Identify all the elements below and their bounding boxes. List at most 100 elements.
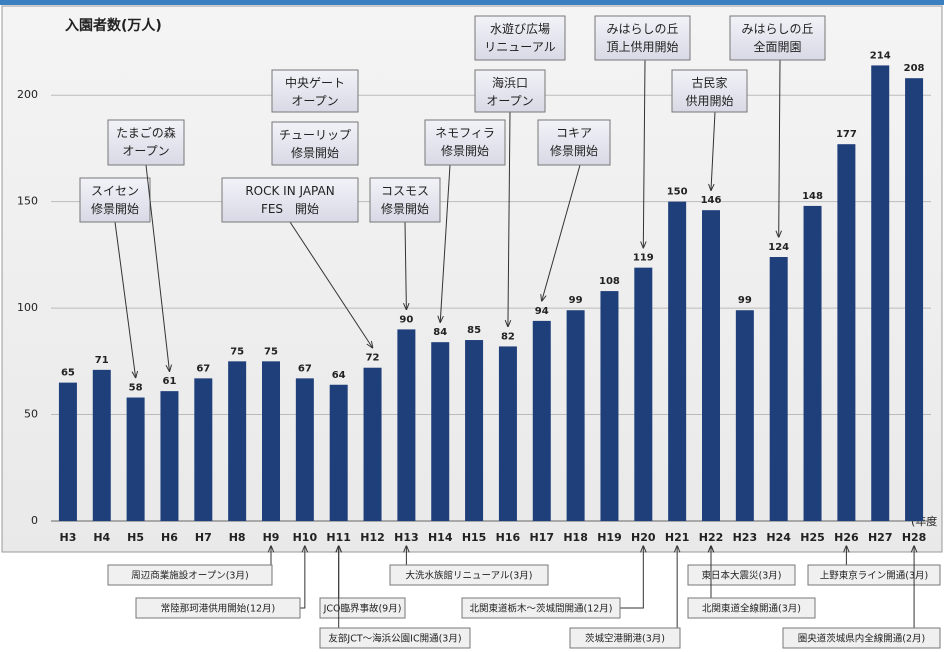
data-label: 208	[904, 63, 925, 74]
bar	[262, 361, 280, 521]
annotation-arrow	[643, 59, 645, 248]
event-box	[319, 627, 471, 649]
event-box	[319, 597, 406, 619]
annotation-box	[671, 69, 748, 113]
x-tick-label: H23	[733, 531, 758, 544]
x-tick-label: H15	[462, 531, 487, 544]
data-label: 75	[264, 346, 278, 357]
bar	[465, 340, 484, 521]
x-tick-label: H3	[59, 531, 76, 544]
data-label: 71	[95, 355, 109, 366]
x-tick-label: H7	[195, 531, 212, 544]
bar	[532, 320, 551, 521]
x-tick-label: H20	[631, 531, 656, 544]
data-label: 75	[230, 346, 244, 357]
annotation-arrow	[440, 164, 451, 322]
bar	[498, 346, 517, 521]
bar	[668, 201, 687, 521]
event-box	[782, 627, 941, 649]
event-text: 大洗水族館リニューアル(3月)	[406, 570, 533, 582]
event-connector	[300, 546, 305, 609]
annotation-box	[369, 177, 441, 223]
event-text: 北関東道全線開通(3月)	[702, 603, 801, 615]
annotation-arrow	[145, 164, 169, 371]
annotation-box	[271, 121, 359, 166]
data-label: 150	[667, 187, 688, 198]
annotation-text: スイセン修景開始	[91, 184, 139, 216]
x-tick-label: H28	[902, 531, 927, 544]
event-box	[687, 597, 816, 619]
data-label: 67	[196, 363, 210, 374]
annotation-box	[424, 119, 506, 166]
x-tick-label: H21	[665, 531, 690, 544]
annotation-text: 海浜口オープン	[486, 75, 533, 108]
x-tick-label: H24	[766, 531, 791, 544]
x-tick-label: H27	[868, 531, 893, 544]
bar	[329, 384, 348, 521]
annotation-text: チューリップ修景開始	[279, 128, 351, 160]
bar	[803, 205, 822, 521]
annotation-arrow	[508, 111, 510, 326]
x-tick-label: H18	[563, 531, 588, 544]
x-tick-label: H11	[326, 531, 351, 544]
data-label: 94	[535, 306, 549, 317]
data-label: 214	[870, 50, 891, 61]
data-label: 124	[768, 242, 789, 253]
y-tick-label: 150	[17, 195, 38, 208]
bar	[58, 382, 77, 521]
bar	[837, 144, 856, 522]
bar	[228, 361, 247, 521]
event-text: 友部JCT～海浜公園IC開通(3月)	[328, 633, 461, 645]
event-box	[807, 564, 941, 586]
annotation-arrow	[405, 221, 406, 309]
data-label: 67	[298, 363, 312, 374]
event-text: JCO臨界事故(9月)	[323, 603, 402, 615]
x-tick-label: H5	[127, 531, 144, 544]
header-strip	[0, 0, 944, 5]
y-tick-label: 200	[17, 88, 38, 101]
bar	[160, 391, 179, 521]
bar	[871, 65, 890, 521]
event-box	[569, 627, 681, 649]
event-box	[687, 564, 796, 586]
x-tick-label: H8	[229, 531, 246, 544]
x-tick-label: H6	[161, 531, 178, 544]
annotation-arrow	[114, 221, 136, 378]
data-label: 99	[569, 295, 583, 306]
annotation-text: コキア修景開始	[550, 126, 598, 158]
bar	[566, 310, 585, 521]
x-tick-label: H14	[428, 531, 453, 544]
data-label: 58	[129, 383, 143, 394]
y-tick-label: 50	[24, 408, 38, 421]
bar	[126, 397, 145, 521]
x-tick-label: H9	[263, 531, 280, 544]
annotation-box	[221, 177, 359, 223]
event-text: 圏央道茨城県内全線開通(2月)	[798, 633, 925, 645]
annotation-text: みはらしの丘全面開園	[741, 22, 813, 54]
annotation-box	[729, 15, 826, 61]
x-tick-label: H4	[93, 531, 110, 544]
event-text: 東日本大震災(3月)	[702, 570, 782, 582]
data-label: 90	[399, 314, 413, 325]
y-tick-label: 100	[17, 301, 38, 314]
annotation-arrow	[711, 111, 716, 190]
bar	[397, 329, 416, 521]
annotation-box	[594, 15, 691, 61]
x-tick-label: H25	[800, 531, 825, 544]
x-tick-label: H16	[496, 531, 521, 544]
bar	[295, 378, 314, 521]
annotation-text: ROCK IN JAPAN FES 開始	[245, 184, 334, 216]
x-tick-label: H10	[293, 531, 318, 544]
annotation-box	[107, 119, 185, 166]
annotation-text: みはらしの丘頂上供用開始	[606, 22, 678, 54]
data-label: 72	[366, 353, 380, 364]
event-box	[107, 564, 273, 586]
data-label: 65	[61, 368, 75, 379]
annotation-text: コスモス修景開始	[381, 184, 429, 216]
annotation-arrow	[289, 221, 373, 348]
event-text: 北関東道栃木～茨城間開通(12月)	[469, 603, 612, 615]
bar	[735, 310, 754, 521]
annotation-box	[271, 69, 359, 113]
annotation-box	[474, 69, 546, 113]
